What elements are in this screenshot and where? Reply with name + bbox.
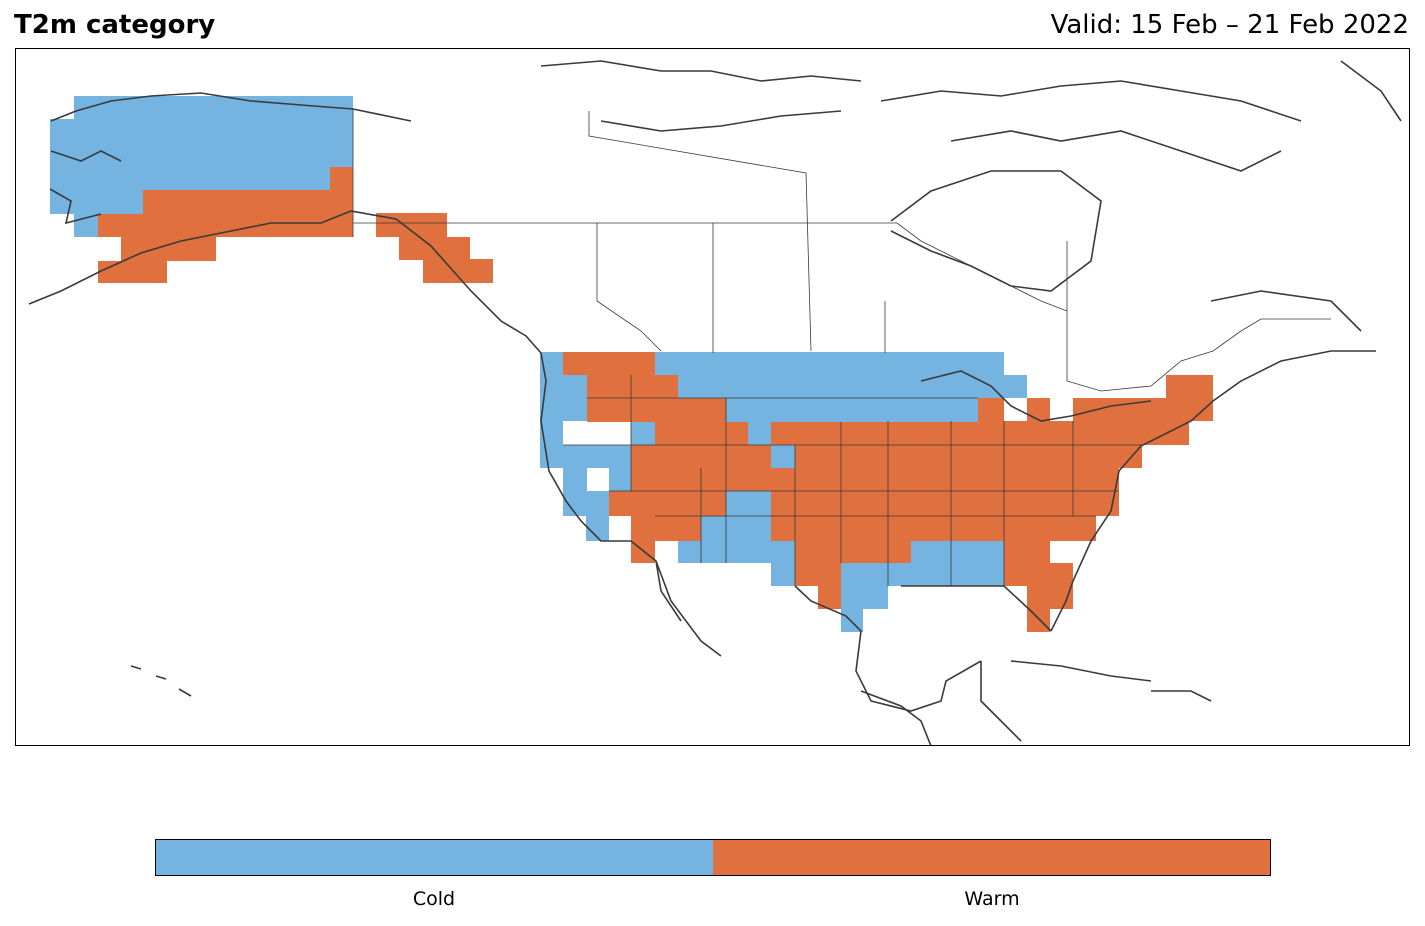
cold-cells-alaska — [50, 96, 353, 237]
conus-cells — [540, 352, 1213, 632]
arctic-islands — [540, 60, 1402, 172]
caribbean — [1010, 660, 1212, 702]
warm-cells-alaska — [98, 167, 353, 283]
political-borders — [352, 109, 1331, 586]
coastlines — [28, 60, 1402, 745]
map-title: T2m category — [14, 10, 216, 40]
west-coast — [540, 352, 722, 657]
alaska-cells — [50, 96, 493, 283]
category-colorbar — [155, 839, 1271, 876]
colorbar-cold-segment — [156, 840, 713, 875]
east-coast — [1050, 290, 1376, 632]
valid-period: Valid: 15 Feb – 21 Feb 2022 — [1050, 10, 1409, 40]
hudson-bay — [890, 170, 1102, 292]
hawaii — [130, 665, 192, 697]
alaska-coast — [28, 92, 542, 354]
canada-us-border — [352, 109, 1331, 392]
provinces — [588, 111, 1068, 353]
colorbar-label-cold: Cold — [412, 888, 456, 910]
colorbar-warm-segment — [712, 840, 1270, 875]
mexico-central-america — [860, 661, 1022, 745]
colorbar-label-warm: Warm — [964, 888, 1020, 910]
warm-cells-panhandle — [376, 213, 493, 283]
great-lakes — [920, 370, 1152, 422]
map-panel[interactable] — [15, 48, 1410, 746]
state-lines — [563, 375, 1142, 586]
